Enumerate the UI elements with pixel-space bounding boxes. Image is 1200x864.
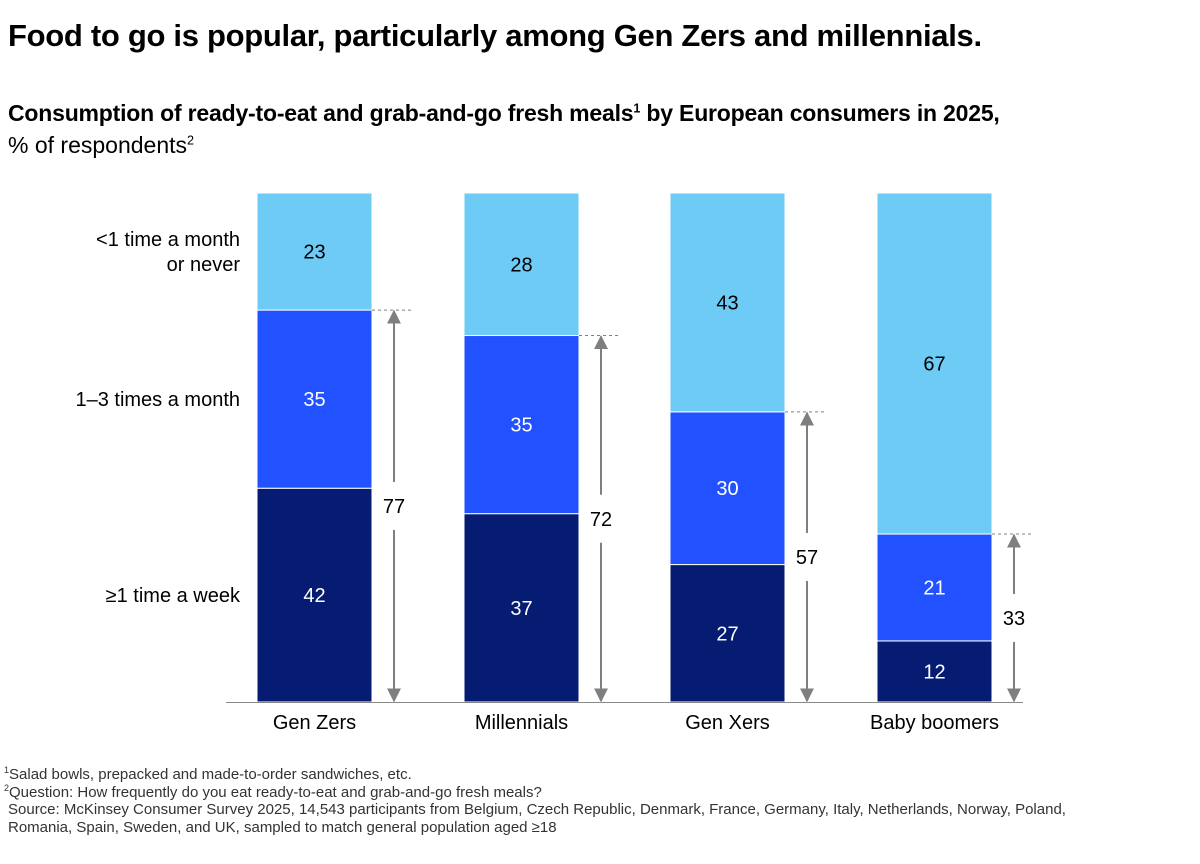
chart-subtitle: Consumption of ready-to-eat and grab-and… [8, 100, 1000, 127]
bar-segment-baby-boomers-1-3-times-a-month [876, 533, 993, 642]
series-label-1-time-a-week: ≥1 time a week [106, 585, 241, 607]
footnote-1-text: Salad bowls, prepacked and made-to-order… [9, 766, 412, 783]
bar-value-label: 21 [923, 577, 945, 599]
source-note: Source: McKinsey Consumer Survey 2025, 1… [8, 801, 1066, 836]
bar-segment-gen-zers-1-time-a-week [256, 487, 373, 703]
total-value-label: 77 [383, 496, 405, 518]
category-label: Gen Zers [273, 712, 356, 734]
subtitle-footnote-ref-1: 1 [633, 101, 641, 116]
bar-value-label: 27 [716, 623, 738, 645]
total-value-label: 72 [590, 509, 612, 531]
bar-segment-millennials-1-time-a-week [463, 513, 580, 703]
category-label: Gen Xers [685, 712, 769, 734]
subtitle-main: Consumption of ready-to-eat and grab-and… [8, 100, 634, 126]
bar-segment-millennials-1-time-a-month-or-never [463, 192, 580, 337]
footnote-2: 2Question: How frequently do you eat rea… [4, 782, 1196, 802]
bar-value-label: 42 [303, 585, 325, 607]
chart-unit-label: % of respondents2 [8, 132, 194, 159]
bar-value-label: 67 [923, 354, 945, 376]
bar-value-label: 28 [510, 254, 532, 276]
bar-value-label: 43 [716, 292, 738, 314]
series-label-line: or never [167, 254, 241, 276]
footnote-2-text: Question: How frequently do you eat read… [9, 783, 542, 801]
bar-segment-baby-boomers-1-time-a-week [876, 640, 993, 703]
bar-value-label: 30 [716, 478, 738, 500]
total-value-label: 33 [1003, 608, 1025, 630]
series-label-line: <1 time a month [96, 229, 240, 251]
bar-segment-baby-boomers-1-time-a-month-or-never [876, 192, 993, 535]
bar-value-label: 12 [923, 661, 945, 683]
bar-value-label: 23 [303, 242, 325, 264]
bar-value-label: 35 [510, 415, 532, 437]
bar-segment-gen-zers-1-time-a-month-or-never [256, 192, 373, 311]
total-value-label: 57 [796, 547, 818, 569]
footnote-2-number: 2 [4, 782, 10, 793]
unit-footnote-ref-2: 2 [187, 133, 195, 148]
footnote-1-number: 1 [4, 765, 10, 775]
bar-segment-millennials-1-3-times-a-month [463, 335, 580, 515]
bar-segment-gen-zers-1-3-times-a-month [256, 309, 373, 489]
series-label-line: 1–3 times a month [75, 389, 240, 411]
bar-segment-gen-xers-1-time-a-month-or-never [669, 192, 786, 413]
category-label: Baby boomers [870, 712, 999, 734]
series-label-line: ≥1 time a week [106, 585, 241, 607]
bar-value-label: 35 [303, 389, 325, 411]
bar-segment-gen-xers-1-time-a-week [669, 564, 786, 703]
footnote-1: 1Salad bowls, prepacked and made-to-orde… [4, 766, 1196, 784]
stacked-bar-chart: 42 35 23 77 Gen Zers 37 35 28 72 Millennials 27 30 4… [75, 192, 1034, 734]
category-label: Millennials [475, 712, 568, 734]
unit-text: % of respondents [8, 132, 188, 158]
bar-segment-gen-xers-1-3-times-a-month [669, 411, 786, 566]
series-label-1-time-a-month-or-never: <1 time a month or never [96, 229, 240, 276]
series-label-1-3-times-a-month: 1–3 times a month [75, 389, 240, 411]
footnotes: 1Salad bowls, prepacked and made-to-orde… [4, 766, 1196, 836]
bar-value-label: 37 [510, 598, 532, 620]
chart-headline: Food to go is popular, particularly amon… [8, 18, 982, 53]
subtitle-tail: by European consumers in 2025, [640, 100, 1000, 126]
